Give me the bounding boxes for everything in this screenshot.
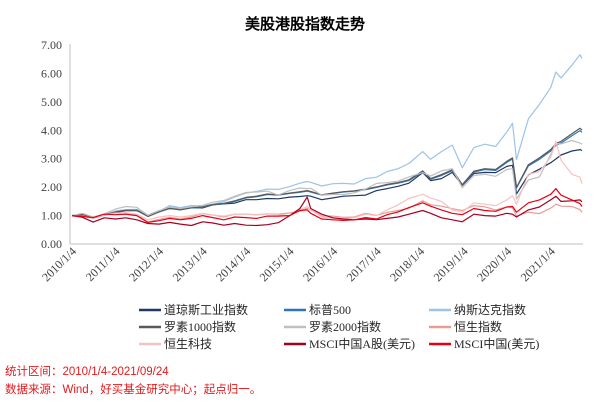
x-tick-label: 2013/1/4 bbox=[170, 244, 210, 284]
y-tick-label: 0.00 bbox=[41, 237, 62, 251]
legend-label: MSCI中国A股(美元) bbox=[309, 336, 415, 351]
footer: 统计区间：2010/1/4-2021/09/24 数据来源：Wind，好买基金研… bbox=[5, 363, 261, 399]
series-line-5 bbox=[71, 139, 583, 218]
legend-item: 纳斯达克指数 bbox=[429, 302, 526, 317]
legend-label: 罗素1000指数 bbox=[164, 319, 236, 334]
x-tick-label: 2015/1/4 bbox=[257, 244, 297, 284]
y-tick-label: 2.00 bbox=[41, 180, 62, 194]
y-tick-label: 3.00 bbox=[41, 152, 62, 166]
chart-title: 美股港股指数走势 bbox=[245, 15, 365, 33]
legend-label: 道琼斯工业指数 bbox=[164, 302, 248, 317]
legend-item: 恒生指数 bbox=[429, 319, 502, 334]
y-tick-label: 5.00 bbox=[41, 95, 62, 109]
legend-item: 标普500 bbox=[284, 303, 351, 317]
series-line-9 bbox=[71, 188, 583, 223]
legend-label: 恒生指数 bbox=[454, 319, 502, 334]
series-line-4 bbox=[71, 127, 583, 219]
legend-label: 罗素2000指数 bbox=[309, 319, 381, 334]
x-tick-label: 2020/1/4 bbox=[474, 244, 514, 284]
footer-period: 统计区间：2010/1/4-2021/09/24 bbox=[5, 366, 169, 378]
legend-item: 恒生科技 bbox=[139, 337, 212, 351]
series-lines bbox=[71, 54, 583, 227]
legend-label: 纳斯达克指数 bbox=[454, 302, 526, 317]
x-tick-label: 2017/1/4 bbox=[344, 244, 384, 284]
x-tick-label: 2011/1/4 bbox=[83, 244, 123, 284]
x-tick-labels: 2010/1/4 2011/1/4 2012/1/4 2013/1/4 2014/1/4… bbox=[39, 244, 558, 284]
legend-item: 罗素2000指数 bbox=[284, 319, 381, 334]
x-tick-label: 2012/1/4 bbox=[126, 244, 166, 284]
footer-source: 数据来源：Wind，好买基金研究中心；起点归一。 bbox=[5, 384, 262, 396]
series-line-2 bbox=[71, 130, 583, 219]
series-line-6 bbox=[71, 200, 583, 223]
legend-label: MSCI中国(美元) bbox=[454, 336, 539, 351]
x-tick-label: 2021/1/4 bbox=[518, 244, 558, 284]
series-line-8 bbox=[71, 195, 583, 227]
legend-label: 标普500 bbox=[309, 303, 351, 317]
x-tick-label: 2016/1/4 bbox=[300, 244, 340, 284]
legend-label: 恒生科技 bbox=[164, 337, 212, 351]
x-tick-label: 2014/1/4 bbox=[213, 244, 253, 284]
legend-item: MSCI中国(美元) bbox=[429, 336, 539, 351]
y-tick-label: 1.00 bbox=[41, 209, 62, 223]
y-tick-label: 4.00 bbox=[41, 123, 62, 137]
y-tick-label: 7.00 bbox=[41, 38, 62, 52]
y-tick-label: 6.00 bbox=[41, 66, 62, 80]
x-tick-label: 2019/1/4 bbox=[431, 244, 471, 284]
legend-item: 道琼斯工业指数 bbox=[139, 302, 248, 317]
y-tick-labels: 0.00 1.00 2.00 3.00 4.00 5.00 6.00 7.00 bbox=[41, 38, 62, 251]
x-tick-label: 2018/1/4 bbox=[387, 244, 427, 284]
legend-item: MSCI中国A股(美元) bbox=[284, 336, 415, 351]
legend-item: 罗素1000指数 bbox=[139, 319, 236, 334]
